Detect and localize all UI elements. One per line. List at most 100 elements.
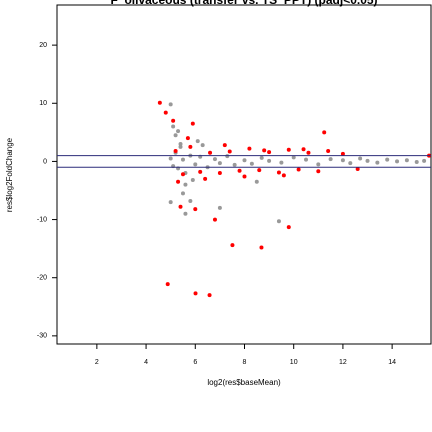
point — [276, 219, 281, 224]
x-tick-label: 14 — [388, 359, 396, 366]
point — [212, 157, 217, 162]
point — [190, 121, 195, 126]
point — [185, 136, 190, 141]
point — [180, 157, 185, 162]
x-tick-label: 2 — [95, 359, 99, 366]
point — [183, 211, 188, 216]
point — [306, 150, 311, 155]
point — [217, 171, 222, 176]
point — [200, 143, 205, 148]
point — [395, 159, 400, 164]
x-tick-label: 4 — [144, 359, 148, 366]
point — [322, 130, 327, 135]
point — [180, 191, 185, 196]
point — [188, 144, 193, 149]
point — [207, 293, 212, 298]
point — [291, 155, 296, 160]
point — [422, 158, 427, 163]
point — [232, 162, 237, 167]
point — [247, 146, 252, 151]
point — [358, 156, 363, 161]
point — [178, 204, 183, 209]
point — [385, 157, 390, 162]
point — [173, 148, 178, 153]
point — [355, 166, 360, 171]
point — [375, 160, 380, 165]
point — [222, 143, 227, 148]
point — [225, 154, 230, 159]
chart-title: F_olivaceous (transfer vs. TS_PPT) (padj… — [110, 0, 377, 7]
y-tick-label: 0 — [43, 158, 47, 165]
point — [168, 200, 173, 205]
point — [259, 155, 264, 160]
point — [316, 162, 321, 167]
point — [237, 168, 242, 173]
x-tick-label: 10 — [290, 359, 298, 366]
point — [340, 151, 345, 156]
point — [414, 159, 419, 164]
x-tick-label: 6 — [193, 359, 197, 366]
point — [286, 147, 291, 152]
point — [404, 158, 409, 163]
point — [163, 110, 168, 115]
point — [157, 100, 162, 105]
point — [281, 173, 286, 178]
point — [259, 245, 264, 250]
y-tick-label: -10 — [37, 216, 47, 223]
point — [348, 161, 353, 166]
point — [183, 182, 188, 187]
point — [365, 158, 370, 163]
point — [296, 167, 301, 172]
point — [208, 150, 213, 155]
point — [304, 157, 309, 162]
point — [198, 169, 203, 174]
point — [171, 118, 176, 123]
point — [171, 124, 176, 129]
point — [180, 172, 185, 177]
point — [193, 207, 198, 212]
point — [176, 179, 181, 184]
point — [249, 161, 254, 166]
x-axis-label: log2(res$baseMean) — [207, 378, 281, 387]
point — [178, 141, 183, 146]
point — [340, 158, 345, 163]
point — [230, 243, 235, 248]
point — [267, 150, 272, 155]
point — [176, 129, 181, 134]
point — [276, 170, 281, 175]
point — [267, 158, 272, 163]
point — [212, 217, 217, 222]
point — [193, 162, 198, 167]
y-tick-label: 20 — [39, 42, 47, 49]
point — [301, 147, 306, 152]
x-tick-label: 8 — [243, 359, 247, 366]
point — [190, 178, 195, 183]
point — [165, 282, 170, 287]
point — [217, 205, 222, 210]
point — [168, 156, 173, 161]
point — [279, 160, 284, 165]
point — [217, 161, 222, 166]
point — [242, 158, 247, 163]
point — [178, 144, 183, 149]
point — [316, 169, 321, 174]
y-axis-label: res$log2FoldChange — [5, 137, 14, 212]
y-tick-label: 10 — [39, 100, 47, 107]
point — [286, 225, 291, 230]
point — [262, 148, 267, 153]
point — [257, 168, 262, 173]
point — [254, 179, 259, 184]
point — [173, 133, 178, 138]
point — [188, 198, 193, 203]
y-tick-label: -30 — [37, 333, 47, 340]
point — [227, 149, 232, 154]
point — [193, 291, 198, 296]
x-tick-label: 12 — [339, 359, 347, 366]
point — [168, 102, 173, 107]
point — [195, 139, 200, 144]
point — [326, 148, 331, 153]
y-tick-label: -20 — [37, 275, 47, 282]
point — [203, 176, 208, 181]
